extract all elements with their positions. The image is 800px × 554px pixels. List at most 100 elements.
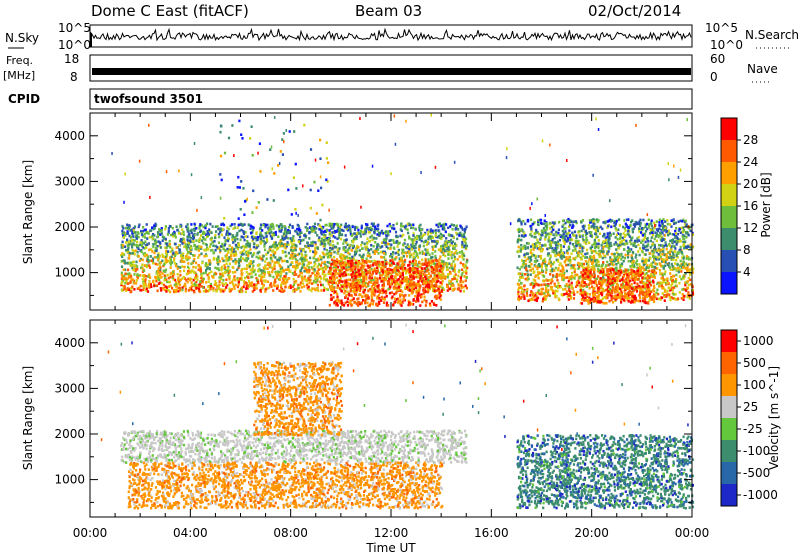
echo-cell bbox=[619, 244, 622, 248]
echo-cell bbox=[536, 292, 539, 295]
echo-cell bbox=[358, 273, 361, 277]
echo-cell bbox=[344, 261, 347, 264]
echo-cell bbox=[340, 233, 343, 236]
echo-cell bbox=[453, 257, 457, 261]
echo-cell bbox=[151, 250, 154, 253]
echo-cell bbox=[422, 277, 425, 280]
echo-cell bbox=[376, 245, 379, 249]
echo-cell bbox=[248, 283, 251, 287]
echo-cell bbox=[442, 253, 445, 257]
echo-cell bbox=[130, 290, 133, 293]
echo-cell bbox=[388, 239, 391, 242]
echo-cell bbox=[329, 268, 332, 272]
echo-cell bbox=[272, 255, 275, 258]
echo-cell bbox=[140, 289, 143, 292]
echo-cell bbox=[145, 246, 148, 249]
echo-cell bbox=[291, 257, 294, 260]
echo-cell bbox=[302, 238, 305, 242]
echo-cell bbox=[272, 227, 275, 230]
echo-cell bbox=[362, 299, 365, 302]
echo-cell bbox=[520, 295, 523, 299]
echo-cell bbox=[339, 277, 342, 281]
echo-cell bbox=[368, 239, 372, 243]
echo-cell bbox=[281, 237, 284, 240]
echo-cell bbox=[402, 297, 405, 301]
echo-cell bbox=[285, 233, 288, 236]
echo-cell bbox=[442, 260, 445, 263]
echo-cell bbox=[323, 247, 326, 251]
echo-cell bbox=[316, 287, 319, 290]
echo-cell bbox=[569, 223, 572, 227]
echo-cell bbox=[247, 280, 251, 283]
echo-cell bbox=[230, 288, 234, 291]
echo-cell bbox=[220, 277, 223, 280]
echo-cell bbox=[147, 275, 150, 278]
echo-cell bbox=[242, 285, 245, 289]
echo-cell bbox=[689, 268, 692, 271]
echo-cell bbox=[239, 223, 242, 227]
echo-cell bbox=[381, 263, 384, 267]
echo-cell bbox=[379, 274, 382, 277]
echo-cell bbox=[270, 257, 273, 261]
echo-cell bbox=[432, 245, 435, 248]
echo-cell bbox=[197, 249, 200, 252]
echo-cell bbox=[393, 280, 396, 284]
echo-cell bbox=[350, 273, 353, 276]
echo-cell bbox=[231, 271, 235, 274]
echo-cell bbox=[136, 275, 139, 279]
echo-cell bbox=[344, 289, 347, 293]
echo-cell bbox=[539, 238, 542, 241]
echo-cell bbox=[311, 226, 314, 230]
echo-cell bbox=[387, 275, 390, 279]
echo-cell bbox=[346, 243, 349, 246]
echo-cell bbox=[384, 239, 387, 242]
echo-cell bbox=[179, 266, 182, 269]
echo-cell bbox=[412, 232, 415, 235]
echo-cell bbox=[622, 259, 625, 263]
echo-cell bbox=[167, 280, 170, 284]
echo-cell bbox=[410, 285, 413, 288]
echo-cell bbox=[164, 246, 167, 249]
echo-cell bbox=[577, 267, 580, 270]
beam-title: Beam 03 bbox=[355, 2, 422, 20]
echo-cell bbox=[571, 231, 574, 235]
echo-cell bbox=[165, 290, 168, 293]
echo-cell bbox=[638, 220, 641, 224]
echo-cell bbox=[327, 239, 330, 243]
echo-cell bbox=[204, 288, 208, 292]
echo-cell bbox=[264, 225, 267, 229]
echo-cell bbox=[626, 232, 629, 236]
echo-cell bbox=[423, 295, 426, 299]
echo-cell bbox=[598, 249, 601, 253]
echo-cell bbox=[352, 240, 355, 244]
echo-cell bbox=[373, 281, 376, 284]
echo-cell bbox=[462, 263, 465, 266]
echo-cell bbox=[326, 265, 329, 269]
echo-cell bbox=[362, 253, 365, 257]
echo-cell bbox=[303, 285, 306, 288]
echo-cell bbox=[423, 290, 426, 293]
echo-cell bbox=[122, 285, 125, 288]
echo-cell bbox=[336, 276, 339, 279]
echo-cell bbox=[320, 258, 323, 261]
echo-cell bbox=[135, 243, 138, 247]
echo-cell bbox=[319, 280, 322, 284]
echo-cell bbox=[649, 275, 652, 278]
echo-cell bbox=[434, 244, 437, 248]
echo-cell bbox=[249, 248, 252, 251]
echo-cell bbox=[382, 288, 385, 292]
echo-cell bbox=[152, 242, 155, 246]
echo-cell bbox=[252, 253, 255, 257]
echo-cell bbox=[451, 267, 454, 271]
echo-cell bbox=[451, 278, 454, 281]
echo-cell bbox=[351, 246, 355, 250]
echo-cell bbox=[174, 234, 177, 237]
echo-cell bbox=[388, 230, 392, 233]
echo-cell bbox=[251, 261, 254, 265]
echo-cell bbox=[181, 253, 185, 257]
echo-cell bbox=[282, 232, 285, 236]
echo-cell bbox=[418, 273, 421, 277]
echo-cell bbox=[175, 250, 178, 254]
echo-cell bbox=[249, 260, 252, 263]
echo-cell bbox=[449, 238, 453, 242]
